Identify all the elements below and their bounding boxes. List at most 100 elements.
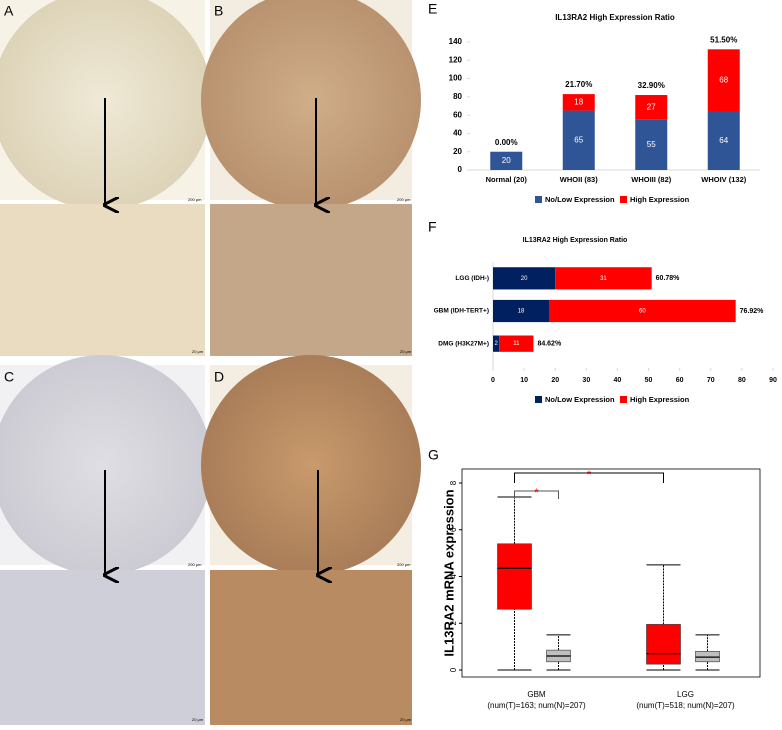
y-tick-label: 0: [449, 667, 458, 672]
y-tick-label: 140: [449, 37, 463, 46]
chart-title: IL13RA2 High Expression Ratio: [523, 237, 628, 244]
scale-bar: 20 μm: [192, 717, 204, 722]
zoom-b: [210, 204, 412, 356]
panel-label: C: [4, 369, 14, 385]
bar-value-label: 65: [574, 135, 583, 144]
micrographs: A B C D 200 μm 200 μm 200 μm 200 μm 20 μ…: [0, 0, 421, 725]
legend-swatch: [535, 196, 542, 203]
bar-value-label: 68: [719, 76, 728, 85]
bar-value-label: 27: [647, 102, 656, 111]
x-tick-label: LGG: [677, 690, 694, 699]
x-tick-label: 40: [614, 377, 622, 384]
y-tick-label: GBM (IDH-TERT+): [434, 308, 489, 315]
bar-value-label: 11: [513, 341, 520, 347]
panel-label: D: [214, 369, 224, 385]
bar-value-label: 20: [521, 276, 528, 282]
y-tick-label: LGG (IDH-): [455, 275, 489, 282]
x-tick-note: (num(T)=163; num(N)=207): [487, 701, 586, 710]
y-tick-label: 120: [449, 55, 463, 64]
bar-segment: [707, 111, 740, 170]
y-tick-label: 80: [453, 92, 462, 101]
scale-bar: 20 μm: [192, 349, 204, 354]
x-tick-label: 90: [769, 377, 777, 384]
significance-star: *: [534, 487, 539, 499]
bar-value-label: 55: [647, 140, 656, 149]
x-tick-label: 10: [520, 377, 528, 384]
core-d: [201, 355, 421, 575]
x-tick-label: WHOIV (132): [701, 175, 747, 184]
x-tick-note: (num(T)=518; num(N)=207): [636, 701, 735, 710]
x-tick-label: WHOII (83): [560, 175, 598, 184]
x-tick-label: 80: [738, 377, 746, 384]
y-tick-label: 20: [453, 147, 462, 156]
scale-bar: 20 μm: [400, 717, 412, 722]
annotation: 76.92%: [740, 308, 765, 315]
bar-segment: [635, 95, 668, 120]
annotation: 32.90%: [638, 81, 665, 90]
y-tick-label: DMG (H3K27M+): [438, 340, 489, 347]
core-c: [0, 355, 212, 575]
panel-label: E: [428, 1, 437, 17]
bar-segment: [493, 267, 556, 290]
x-tick-label: 70: [707, 377, 715, 384]
x-tick-label: 30: [582, 377, 590, 384]
scale-bar: 200 μm: [188, 197, 202, 202]
annotation: 51.50%: [710, 35, 737, 44]
legend-label: High Expression: [630, 195, 690, 204]
significance-bracket: [514, 490, 559, 499]
x-tick-label: 50: [645, 377, 653, 384]
bar-segment: [549, 299, 736, 323]
chart-title: IL13RA2 High Expression Ratio: [555, 13, 675, 22]
bar-segment: [493, 335, 500, 352]
zoom-a: [0, 204, 205, 356]
bar-segment: [562, 94, 595, 111]
x-tick-label: GBM: [527, 690, 546, 699]
y-tick-label: 8: [449, 480, 458, 485]
panel-label: A: [4, 3, 14, 19]
annotation: 84.62%: [537, 341, 562, 348]
y-tick-label: 4: [449, 574, 458, 579]
zoom-d: [210, 570, 412, 725]
y-tick-label: 100: [449, 74, 463, 83]
legend-swatch: [620, 196, 627, 203]
scale-bar: 200 μm: [397, 562, 411, 567]
legend-label: No/Low Expression: [545, 395, 615, 404]
bar-segment: [499, 335, 534, 352]
y-tick-label: 60: [453, 110, 462, 119]
bar-segment: [707, 49, 740, 112]
bar-segment: [555, 267, 652, 290]
scale-bar: 20 μm: [400, 349, 412, 354]
bar-segment: [490, 151, 523, 170]
core-b: [201, 0, 421, 210]
bar-segment: [562, 110, 595, 170]
bar-segment: [493, 299, 549, 323]
bar-value-label: 18: [518, 309, 525, 315]
annotation: 0.00%: [495, 138, 518, 147]
x-tick-label: 60: [676, 377, 684, 384]
x-tick-label: 20: [551, 377, 559, 384]
y-tick-label: 40: [453, 129, 462, 138]
plot-frame: [461, 468, 761, 678]
x-tick-label: Normal (20): [486, 175, 528, 184]
bar-value-label: 20: [502, 156, 511, 165]
significance-star: *: [587, 469, 592, 481]
significance-bracket: [514, 472, 664, 483]
x-tick-label: 0: [491, 377, 495, 384]
legend-swatch: [535, 396, 542, 403]
y-axis-label: IL13RA2 mRNA expression: [441, 489, 456, 656]
bar-value-label: 31: [600, 276, 607, 282]
bar-segment: [635, 119, 668, 170]
legend-label: No/Low Expression: [545, 195, 615, 204]
y-tick-label: 6: [449, 527, 458, 532]
box: [497, 543, 532, 610]
legend-swatch: [620, 396, 627, 403]
scale-bar: 200 μm: [397, 197, 411, 202]
box: [646, 624, 681, 665]
panel-label: B: [214, 3, 223, 19]
legend-label: High Expression: [630, 395, 690, 404]
panel-label: F: [428, 219, 437, 235]
scale-bar: 200 μm: [188, 562, 202, 567]
zoom-c: [0, 570, 205, 725]
y-tick-label: 2: [449, 620, 458, 625]
